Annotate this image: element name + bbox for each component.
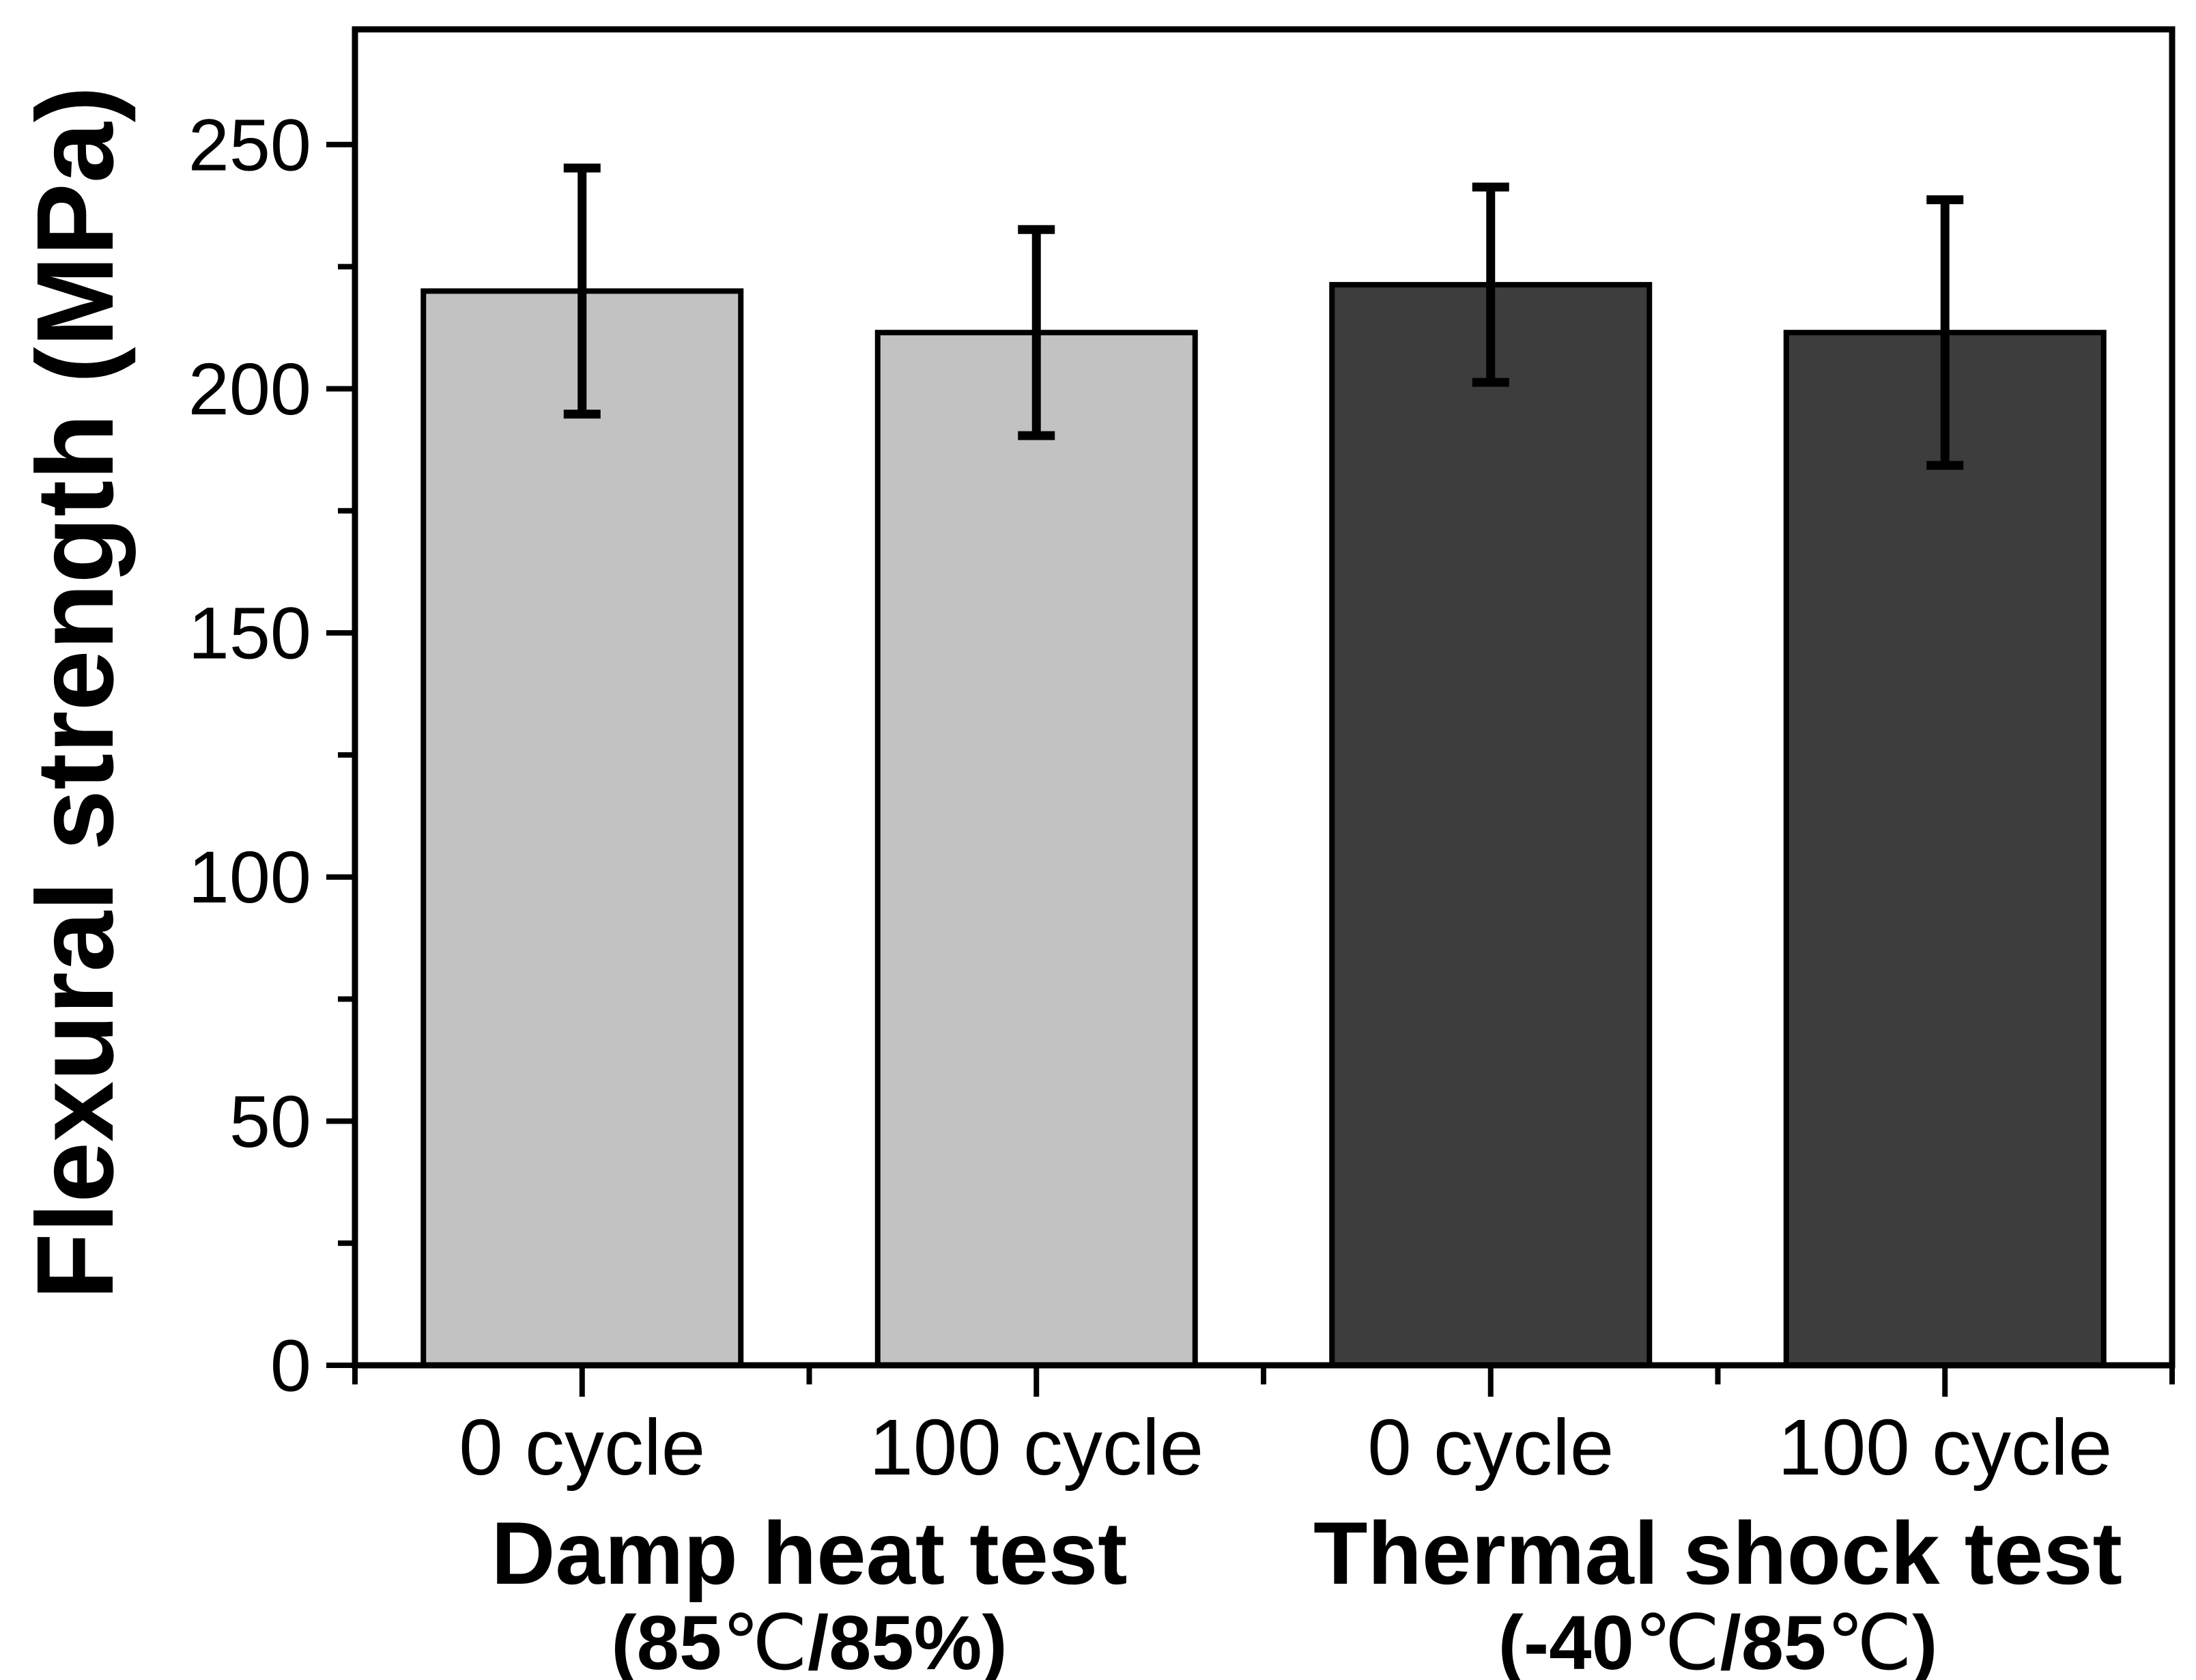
group-label-0: Damp heat test (491, 1503, 1128, 1603)
x-category-label-3: 100 cycle (1778, 1403, 2112, 1492)
y-tick-label-150: 150 (188, 592, 311, 674)
bar-1 (874, 330, 1198, 1368)
x-category-label-2: 0 cycle (1367, 1403, 1614, 1492)
bar-3 (1783, 330, 2107, 1368)
y-axis-title: Flexural strength (MPa) (14, 86, 136, 1300)
y-tick-label-100: 100 (188, 836, 311, 918)
group-sublabel-1: (-40℃/85℃) (1498, 1600, 1938, 1680)
y-tick-label-200: 200 (188, 347, 311, 430)
y-tick-label-250: 250 (188, 103, 311, 186)
y-tick-label-0: 0 (270, 1324, 311, 1407)
group-sublabel-0: (85℃/85%) (611, 1600, 1007, 1680)
y-tick-label-50: 50 (229, 1080, 311, 1163)
plot-area: 0 50 100 150 200 250 0 cycle 100 cycle 0 cycle 10… (188, 26, 2176, 1680)
group-label-1: Thermal shock test (1313, 1503, 2122, 1603)
bar-2 (1329, 282, 1653, 1368)
x-category-label-0: 0 cycle (459, 1403, 705, 1492)
bar-0 (420, 288, 744, 1368)
x-category-label-1: 100 cycle (869, 1403, 1203, 1492)
